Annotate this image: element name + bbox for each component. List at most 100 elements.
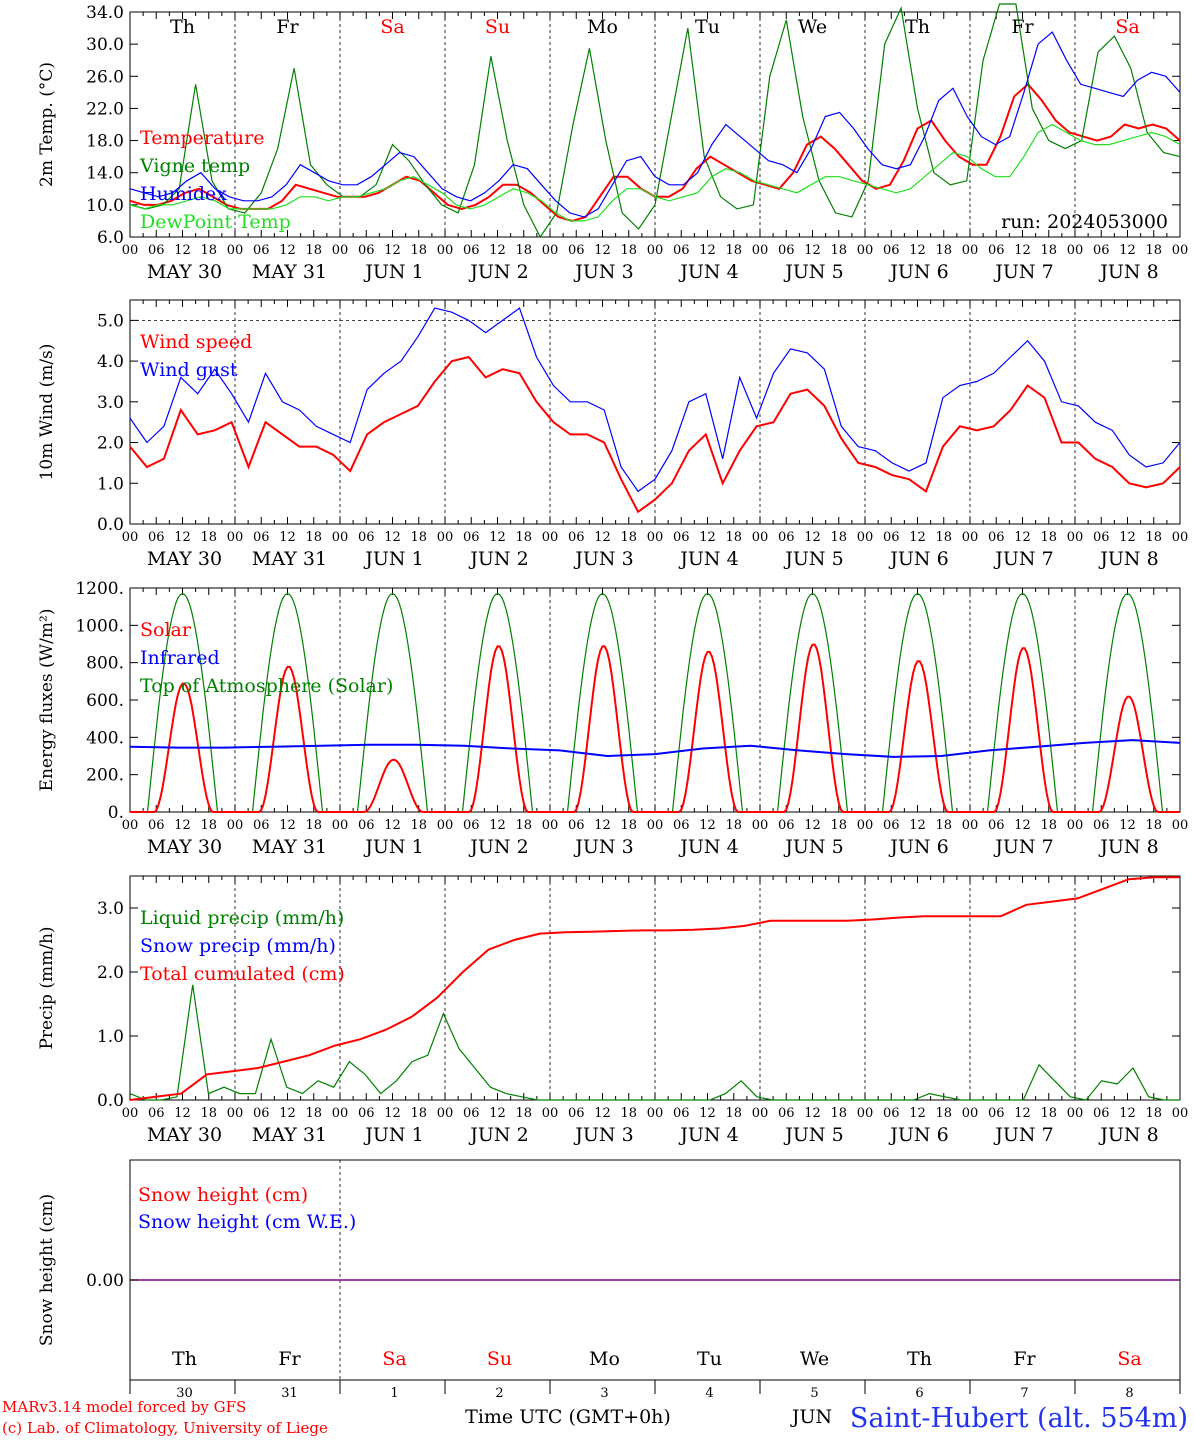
temp-panel: 00 06 12 18 00 06 12 18 00 06 12 18 00 06 12 18 00 06 12 18… xyxy=(37,3,1188,283)
energy-hour-label: 18 xyxy=(935,818,952,833)
series-humidex xyxy=(129,31,1181,218)
wind-hour-label: 06 xyxy=(148,530,165,545)
precip-hour-label: 06 xyxy=(148,1106,165,1121)
wind-hour-label: 00 xyxy=(542,530,559,545)
precip-hour-label: 00 xyxy=(122,1106,139,1121)
temp-hour-label: 00 xyxy=(962,243,979,258)
energy-hour-label: 06 xyxy=(778,818,795,833)
wind-hour-label: 06 xyxy=(568,530,585,545)
temp-hour-label: 12 xyxy=(384,243,401,258)
temp-date-label: JUN 2 xyxy=(468,261,528,283)
legend-temperature: Temperature xyxy=(140,127,264,149)
energy-hour-label: 00 xyxy=(542,818,559,833)
bottom-day-name: Sa xyxy=(1117,1348,1141,1370)
precip-hour-label: 18 xyxy=(725,1106,742,1121)
bottom-day-number: 3 xyxy=(600,1386,608,1401)
energy-frame xyxy=(129,587,1181,813)
temp-y-tick-label: 14.0 xyxy=(86,164,124,184)
wind-hour-label: 00 xyxy=(647,530,664,545)
bottom-day-name: We xyxy=(800,1348,829,1370)
wind-hour-label: 00 xyxy=(857,530,874,545)
energy-hour-label: 06 xyxy=(463,818,480,833)
wind-hour-label: 06 xyxy=(358,530,375,545)
precip-hour-label: 00 xyxy=(752,1106,769,1121)
wind-hour-label: 00 xyxy=(227,530,244,545)
wind-hour-label: 06 xyxy=(673,530,690,545)
temp-hour-label: 12 xyxy=(1014,243,1031,258)
wind-date-label: JUN 5 xyxy=(783,548,843,570)
temp-hour-label: 00 xyxy=(857,243,874,258)
temp-hour-label: 06 xyxy=(358,243,375,258)
wind-hour-label: 12 xyxy=(594,530,611,545)
wind-date-label: JUN 1 xyxy=(363,548,423,570)
wind-hour-label: 12 xyxy=(804,530,821,545)
temp-hour-label: 00 xyxy=(542,243,559,258)
top-day-name: Sa xyxy=(1115,16,1139,38)
legend-solar: Solar xyxy=(140,619,192,641)
precip-hour-label: 12 xyxy=(384,1106,401,1121)
energy-hour-label: 18 xyxy=(620,818,637,833)
energy-hour-label: 06 xyxy=(988,818,1005,833)
temp-hour-label: 12 xyxy=(279,243,296,258)
legend-total-cumulated-cm-: Total cumulated (cm) xyxy=(140,963,345,985)
wind-hour-label: 06 xyxy=(253,530,270,545)
wind-y-tick-label: 2.0 xyxy=(97,434,124,454)
energy-date-label: JUN 7 xyxy=(993,836,1053,858)
energy-hour-label: 00 xyxy=(1172,818,1189,833)
temp-date-label: JUN 4 xyxy=(678,261,738,283)
energy-hour-label: 00 xyxy=(227,818,244,833)
wind-date-label: MAY 31 xyxy=(252,548,327,570)
precip-hour-label: 18 xyxy=(935,1106,952,1121)
energy-date-label: JUN 6 xyxy=(888,836,948,858)
legend-liquid-precip-mm-h-: Liquid precip (mm/h) xyxy=(140,907,344,929)
temp-hour-label: 00 xyxy=(437,243,454,258)
temp-date-label: JUN 8 xyxy=(1098,261,1158,283)
temp-hour-label: 18 xyxy=(515,243,532,258)
temp-hour-label: 06 xyxy=(1093,243,1110,258)
wind-date-label: JUN 4 xyxy=(678,548,738,570)
energy-hour-label: 00 xyxy=(647,818,664,833)
energy-date-label: JUN 1 xyxy=(363,836,423,858)
temp-date-label: JUN 5 xyxy=(783,261,843,283)
energy-hour-label: 00 xyxy=(332,818,349,833)
temp-hour-label: 00 xyxy=(1067,243,1084,258)
wind-hour-label: 18 xyxy=(305,530,322,545)
energy-hour-label: 06 xyxy=(883,818,900,833)
precip-hour-label: 12 xyxy=(1014,1106,1031,1121)
bottom-day-number: 7 xyxy=(1020,1386,1028,1401)
precip-date-label: JUN 2 xyxy=(468,1124,528,1146)
temp-y-tick-label: 22.0 xyxy=(86,99,124,119)
wind-date-label: JUN 6 xyxy=(888,548,948,570)
precip-hour-label: 18 xyxy=(1040,1106,1057,1121)
temp-date-label: MAY 30 xyxy=(147,261,222,283)
temp-hour-label: 12 xyxy=(804,243,821,258)
wind-hour-label: 12 xyxy=(279,530,296,545)
precip-hour-label: 06 xyxy=(1093,1106,1110,1121)
energy-hour-label: 12 xyxy=(384,818,401,833)
legend-top-of-atmosphere-solar-: Top of Atmosphere (Solar) xyxy=(140,675,393,697)
energy-hour-label: 18 xyxy=(305,818,322,833)
temp-hour-label: 18 xyxy=(410,243,427,258)
energy-hour-label: 12 xyxy=(279,818,296,833)
wind-hour-label: 18 xyxy=(725,530,742,545)
wind-date-label: MAY 30 xyxy=(147,548,222,570)
wind-hour-label: 00 xyxy=(332,530,349,545)
x-axis-month-label: JUN xyxy=(790,1406,832,1428)
run-annotation: run: 2024053000 xyxy=(1001,211,1168,233)
energy-hour-label: 12 xyxy=(804,818,821,833)
energy-date-label: JUN 8 xyxy=(1098,836,1158,858)
legend-humidex: Humidex xyxy=(140,183,227,205)
precip-hour-label: 06 xyxy=(673,1106,690,1121)
bottom-day-name: Fr xyxy=(1013,1348,1036,1370)
legend-wind-gust: Wind gust xyxy=(140,359,238,381)
legend-snow-height-cm-w-e-: Snow height (cm W.E.) xyxy=(138,1211,356,1233)
energy-date-label: MAY 30 xyxy=(147,836,222,858)
precip-date-label: JUN 4 xyxy=(678,1124,738,1146)
precip-hour-label: 18 xyxy=(1145,1106,1162,1121)
bottom-day-name: Su xyxy=(487,1348,512,1370)
wind-hour-label: 00 xyxy=(1172,530,1189,545)
precip-hour-label: 00 xyxy=(962,1106,979,1121)
precip-hour-label: 06 xyxy=(988,1106,1005,1121)
energy-hour-label: 12 xyxy=(1119,818,1136,833)
